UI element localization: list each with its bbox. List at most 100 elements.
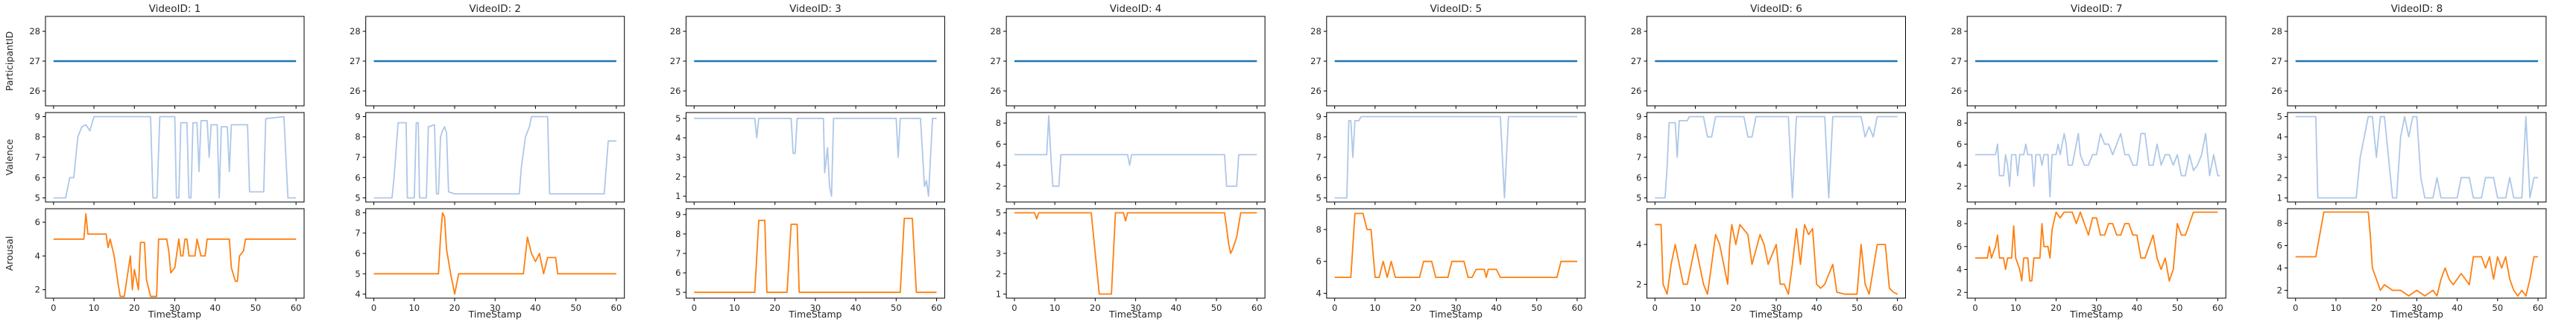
ytick-label: 28 [1631,26,1642,37]
xtick-label: 30 [169,303,180,313]
ytick-label: 28 [1951,26,1963,37]
xtick-label: 0 [692,303,697,313]
ytick-label: 2 [1957,181,1962,192]
panel-title-5: VideoID: 5 [1430,3,1482,15]
ytick-label: 2 [1636,279,1641,289]
xtick-label: 20 [129,303,140,313]
xtick-label: 10 [408,303,420,313]
ytick-label: 5 [355,193,360,203]
xtick-label: 50 [891,303,902,313]
row-label-arousal: Arousal [4,236,15,271]
axes-valence-col-5 [1326,112,1586,203]
ytick-label: 8 [996,118,1001,128]
xtick-label: 50 [250,303,262,313]
ytick-label: 28 [1310,26,1322,37]
xtick-label: 30 [2091,303,2102,313]
axes-valence-col-4 [1006,112,1266,203]
ytick-label: 4 [355,289,360,300]
ytick-label: 4 [1957,160,1962,171]
xtick-label: 40 [2452,303,2463,313]
xtick-label: 20 [769,303,780,313]
ytick-label: 26 [2271,86,2282,96]
ytick-label: 27 [2271,56,2282,66]
xtick-label: 10 [1690,303,1701,313]
xtick-label: 30 [810,303,821,313]
ytick-label: 6 [1316,172,1321,183]
ytick-label: 4 [1316,288,1321,299]
xtick-label: 40 [2132,303,2143,313]
ytick-label: 2 [1957,287,1962,297]
ytick-label: 6 [1636,172,1641,183]
xaxis-label: TimeStamp [1108,309,1162,320]
xtick-label: 50 [2172,303,2183,313]
ytick-label: 28 [990,26,1001,37]
xaxis-label: TimeStamp [2069,309,2123,320]
axes-arousal-col-1 [45,208,305,299]
ytick-label: 26 [990,86,1001,96]
xtick-label: 50 [1211,303,1222,313]
valence-series-line-col-5 [1334,116,1577,199]
ytick-label: 2 [35,285,40,295]
ytick-label: 4 [675,133,681,143]
ytick-label: 28 [29,26,40,37]
ytick-label: 2 [2277,172,2282,183]
ytick-label: 8 [2277,218,2282,229]
ytick-label: 7 [1636,152,1641,162]
ytick-label: 5 [2277,111,2282,121]
ytick-label: 7 [35,152,40,162]
xtick-label: 40 [530,303,541,313]
ytick-label: 5 [355,268,360,279]
xtick-label: 0 [1972,303,1977,313]
xaxis-label: TimeStamp [1429,309,1483,320]
xtick-label: 50 [2493,303,2504,313]
xtick-label: 40 [1811,303,1822,313]
axes-arousal-col-4 [1006,208,1266,299]
xtick-label: 60 [1251,303,1263,313]
arousal-series-line-col-3 [694,218,937,294]
ytick-label: 6 [675,268,681,278]
xtick-label: 60 [1892,303,1903,313]
valence-series-line-col-1 [53,116,297,199]
ytick-label: 6 [1957,242,1962,252]
ytick-label: 9 [675,209,681,220]
ytick-label: 6 [35,217,40,227]
xaxis-label: TimeStamp [468,309,522,320]
ytick-label: 27 [29,56,40,66]
ytick-label: 8 [1636,132,1641,142]
ytick-label: 6 [996,139,1001,149]
ytick-label: 27 [1951,56,1963,66]
ytick-label: 26 [670,86,681,96]
xtick-label: 0 [2293,303,2298,313]
ytick-label: 5 [1316,193,1321,203]
panel-title-8: VideoID: 8 [2391,3,2443,15]
xtick-label: 40 [1491,303,1502,313]
ytick-label: 8 [1316,132,1321,142]
ytick-label: 8 [1957,218,1962,229]
ytick-label: 9 [1636,111,1641,121]
xtick-label: 40 [209,303,221,313]
ytick-label: 27 [350,56,361,66]
ytick-label: 2 [996,268,1001,279]
xtick-label: 30 [1450,303,1462,313]
row-label-participant: ParticipantID [4,31,15,91]
xtick-label: 20 [1090,303,1101,313]
xaxis-label: TimeStamp [148,309,201,320]
ytick-label: 8 [355,132,360,142]
ytick-label: 4 [1636,239,1641,250]
ytick-label: 9 [35,111,40,121]
xtick-label: 50 [1852,303,1863,313]
xtick-label: 20 [2371,303,2382,313]
arousal-series-line-col-5 [1334,212,1577,278]
xtick-label: 20 [1410,303,1421,313]
panel-title-1: VideoID: 1 [149,3,201,15]
axes-valence-col-8 [2287,112,2547,203]
axes-valence-col-6 [1647,112,1906,203]
xtick-label: 10 [1370,303,1381,313]
ytick-label: 26 [1951,86,1963,96]
axes-valence-col-3 [685,112,945,203]
ytick-label: 3 [2277,152,2282,162]
xtick-label: 0 [1011,303,1017,313]
ytick-label: 5 [35,193,40,203]
xaxis-label: TimeStamp [788,309,842,320]
panel-title-2: VideoID: 2 [469,3,521,15]
